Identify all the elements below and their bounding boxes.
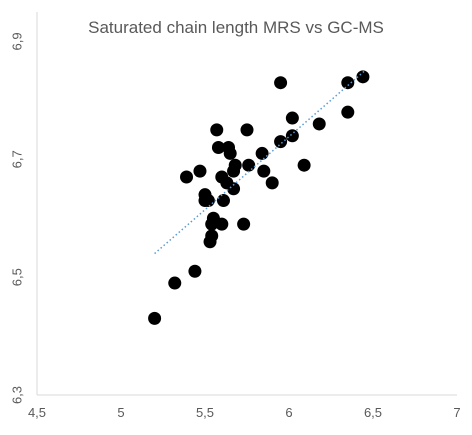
x-tick-label: 6 (285, 405, 292, 420)
data-point (341, 76, 355, 90)
data-point (274, 76, 288, 90)
data-point (285, 111, 299, 125)
trendline (154, 70, 366, 255)
data-point (341, 105, 355, 119)
data-points (148, 70, 370, 325)
y-tick-label: 6,3 (9, 386, 24, 404)
data-point (215, 217, 229, 231)
data-point (180, 170, 194, 184)
data-point (223, 146, 237, 160)
data-point (265, 176, 279, 190)
x-tick-label: 5,5 (196, 405, 214, 420)
data-point (188, 264, 202, 278)
data-point (216, 194, 230, 208)
data-point (257, 164, 271, 178)
data-point (255, 146, 269, 160)
data-point (240, 123, 254, 137)
data-point (312, 117, 326, 131)
x-tick-label: 6,5 (364, 405, 382, 420)
data-point (227, 182, 241, 196)
data-point (148, 311, 162, 325)
data-point (356, 70, 370, 84)
data-point (168, 276, 182, 290)
data-point (242, 158, 256, 172)
x-tick-label: 4,5 (28, 405, 46, 420)
chart-title: Saturated chain length MRS vs GC-MS (88, 18, 384, 37)
y-tick-label: 6,7 (9, 150, 24, 168)
data-point (201, 194, 215, 208)
data-point (205, 229, 219, 243)
data-point (211, 141, 225, 155)
data-point (228, 158, 242, 172)
data-point (274, 135, 288, 149)
x-tick-label: 7 (453, 405, 460, 420)
trendline-layer (154, 70, 366, 255)
data-point (210, 123, 224, 137)
data-point (193, 164, 207, 178)
y-tick-label: 6,9 (9, 32, 24, 50)
data-point (285, 129, 299, 143)
y-tick-label: 6,5 (9, 268, 24, 286)
x-tick-label: 5 (117, 405, 124, 420)
data-point (297, 158, 311, 172)
tick-labels: 4,5 5 5,5 6 6,5 7 6,3 6,5 6,7 6,9 (9, 32, 460, 420)
data-point (237, 217, 251, 231)
axes (36, 12, 457, 396)
